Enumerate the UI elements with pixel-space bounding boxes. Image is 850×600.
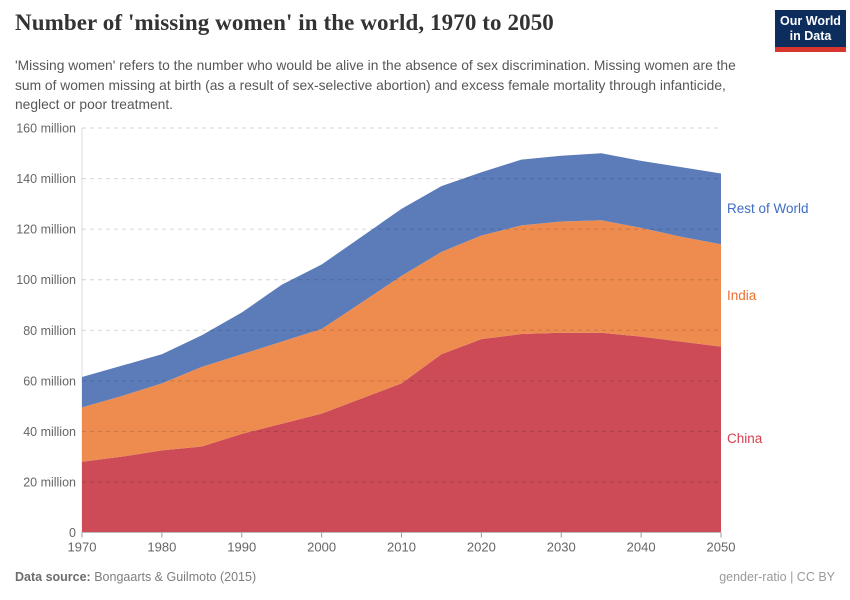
owid-logo-line2: in Data [789, 28, 832, 43]
legend-label-india: India [727, 288, 757, 303]
y-tick-label-140: 140 million [16, 172, 76, 186]
data-source-label: Data source: [15, 570, 91, 584]
x-tick-label-2030: 2030 [547, 540, 576, 555]
x-tick-label-2000: 2000 [307, 540, 336, 555]
x-tick-label-2010: 2010 [387, 540, 416, 555]
x-tick-label-1980: 1980 [147, 540, 176, 555]
y-tick-label-120: 120 million [16, 223, 76, 237]
y-tick-label-40: 40 million [23, 425, 76, 439]
x-tick-label-1990: 1990 [227, 540, 256, 555]
area-rest-of-world [82, 153, 721, 408]
area-china [82, 332, 721, 533]
x-tick-label-2040: 2040 [627, 540, 656, 555]
page-title: Number of 'missing women' in the world, … [15, 10, 554, 35]
license-note: gender-ratio | CC BY [719, 570, 835, 584]
y-tick-label-60: 60 million [23, 374, 76, 388]
legend-label-rest-of-world: Rest of World [727, 201, 809, 216]
y-tick-label-80: 80 million [23, 324, 76, 338]
owid-logo-line1: Our World [780, 13, 841, 28]
chart-subtitle: 'Missing women' refers to the number who… [15, 58, 736, 113]
owid-logo: Our World in Data [775, 10, 846, 52]
y-tick-label-100: 100 million [16, 273, 76, 287]
x-tick-label-2050: 2050 [707, 540, 736, 555]
y-tick-label-160: 160 million [16, 122, 76, 136]
y-tick-label-0: 0 [69, 526, 76, 540]
data-source-value: Bongaarts & Guilmoto (2015) [94, 570, 257, 584]
area-india [82, 220, 721, 462]
x-tick-label-2020: 2020 [467, 540, 496, 555]
legend-label-china: China [727, 431, 763, 446]
y-tick-label-20: 20 million [23, 475, 76, 489]
x-tick-label-1970: 1970 [68, 540, 97, 555]
data-source: Data source: Bongaarts & Guilmoto (2015) [15, 570, 256, 584]
